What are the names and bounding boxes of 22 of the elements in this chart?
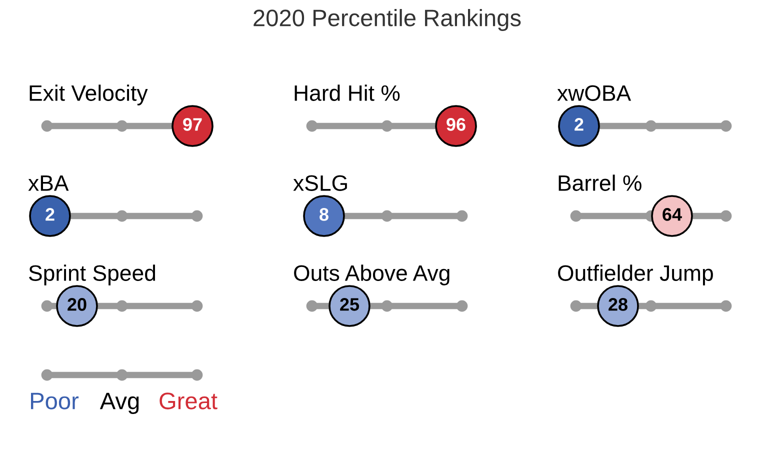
data-label: 2 [574,118,584,131]
category-label: Barrel % [558,174,642,191]
data-label: 64 [662,208,682,221]
category-label: Outs Above Avg [294,264,450,286]
text: Avg [100,392,139,414]
text: Poor [31,392,79,410]
text: 2020 Percentile Rankings [254,8,521,32]
category-label: Sprint Speed [29,264,156,286]
category-label: xwOBA [557,85,632,101]
category-label: xSLG [293,175,347,191]
text: Great [160,392,218,410]
data-label: 25 [340,298,360,311]
data-label: 97 [183,118,202,131]
category-label: Exit Velocity [30,84,148,106]
data-label: 2 [46,208,54,221]
category-label: Outfielder Jump [558,264,713,286]
category-label: Hard Hit % [294,84,400,101]
data-label: 8 [320,208,328,221]
data-label: 96 [446,118,466,131]
data-label: 20 [68,298,86,311]
data-label: 28 [608,298,628,311]
category-label: xBA [28,175,69,191]
